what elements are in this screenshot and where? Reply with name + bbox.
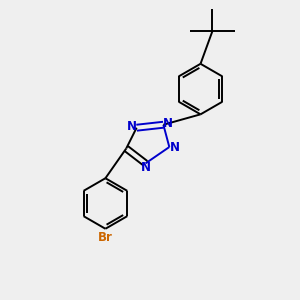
Text: Br: Br — [98, 231, 113, 244]
Text: N: N — [163, 117, 173, 130]
Text: N: N — [170, 140, 180, 154]
Text: N: N — [127, 120, 137, 133]
Text: N: N — [140, 161, 151, 174]
